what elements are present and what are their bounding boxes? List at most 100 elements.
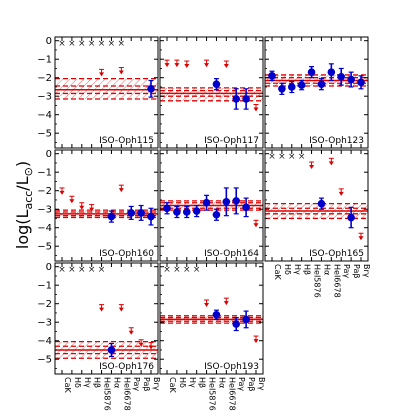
y-tick-label: −3 bbox=[37, 92, 52, 103]
uncertainty-band bbox=[55, 78, 158, 99]
nondetection-mark: × bbox=[78, 265, 86, 275]
upper-limit-arrow bbox=[309, 165, 315, 170]
x-tick-label: HeI5876 bbox=[208, 377, 217, 411]
nondetection-mark: × bbox=[118, 39, 126, 49]
x-tick-label: Paγ bbox=[132, 377, 141, 391]
y-tick-label: −1 bbox=[37, 168, 52, 179]
data-point bbox=[212, 210, 221, 219]
upper-limit-arrow bbox=[184, 64, 190, 69]
panel-iso-oph164: ISO-Oph164 bbox=[159, 149, 264, 262]
panel-label: ISO-Oph176 bbox=[99, 362, 154, 372]
x-tick-label: Brγ bbox=[152, 377, 161, 391]
data-point bbox=[232, 320, 241, 328]
nondetection-mark: × bbox=[78, 39, 86, 49]
data-point bbox=[212, 311, 221, 319]
x-tick-label: HeI5876 bbox=[103, 377, 112, 411]
data-point bbox=[232, 197, 241, 205]
nondetection-mark: × bbox=[58, 265, 66, 275]
data-point bbox=[192, 207, 201, 215]
data-point bbox=[107, 212, 116, 221]
y-tick-label: 0 bbox=[46, 36, 52, 47]
y-tick-label: −5 bbox=[37, 355, 52, 366]
x-tick-label: Hγ bbox=[293, 264, 302, 275]
panel-frame bbox=[159, 262, 264, 375]
y-tick-label: −4 bbox=[37, 223, 52, 234]
data-point bbox=[347, 213, 355, 222]
upper-limit-arrow bbox=[223, 64, 229, 69]
nondetection-mark: × bbox=[163, 265, 171, 275]
panel-frame bbox=[264, 149, 369, 262]
nondetection-mark: × bbox=[278, 152, 286, 162]
data-point bbox=[107, 346, 116, 354]
data-point bbox=[268, 72, 276, 80]
upper-limit-arrow bbox=[59, 190, 65, 195]
x-tick-label: Brγ bbox=[362, 264, 371, 278]
panel-grid: 0−1−2−3−4−5× × × × × × ×ISO-Oph115 ISO-Oph117 IS… bbox=[37, 36, 371, 410]
panel-frame bbox=[264, 36, 369, 149]
upper-limit-arrow bbox=[174, 63, 180, 68]
y-tick-label: −4 bbox=[37, 110, 52, 121]
nondetection-mark: × bbox=[68, 265, 76, 275]
y-tick-label: −1 bbox=[37, 55, 52, 66]
panel-label: ISO-Oph164 bbox=[204, 249, 259, 259]
panel-frame bbox=[54, 262, 159, 375]
panel-iso-oph115: 0−1−2−3−4−5× × × × × × ×ISO-Oph115 bbox=[37, 36, 159, 149]
panel-label: ISO-Oph115 bbox=[99, 136, 154, 146]
x-tick-label: Paβ bbox=[142, 377, 151, 391]
nondetection-mark: × bbox=[108, 39, 116, 49]
data-point bbox=[212, 80, 221, 88]
upper-limit-arrow bbox=[118, 188, 124, 193]
x-tick-label: Hβ bbox=[303, 264, 312, 275]
x-tick-label: Hδ bbox=[283, 264, 292, 275]
y-tick-label: −2 bbox=[37, 299, 52, 310]
nondetection-mark: × bbox=[298, 152, 306, 162]
y-tick-label: 0 bbox=[46, 262, 52, 273]
panel-frame bbox=[54, 149, 159, 262]
data-point bbox=[242, 95, 250, 103]
nondetection-mark: × bbox=[98, 39, 106, 49]
x-tick-label: Hγ bbox=[83, 377, 92, 388]
panel-iso-oph117: ISO-Oph117 bbox=[159, 36, 264, 149]
nondetection-mark: × bbox=[183, 265, 191, 275]
data-point bbox=[163, 204, 171, 213]
upper-limit-arrow bbox=[253, 339, 259, 344]
upper-limit-arrow bbox=[204, 303, 210, 307]
data-point bbox=[347, 75, 355, 84]
data-point bbox=[317, 199, 326, 208]
x-tick-label: Hβ bbox=[198, 377, 207, 388]
x-tick-label: Brγ bbox=[257, 377, 266, 391]
x-tick-label: Paγ bbox=[342, 264, 351, 278]
panel-frame bbox=[159, 36, 264, 149]
nondetection-mark: × bbox=[268, 152, 276, 162]
data-point bbox=[173, 208, 181, 216]
data-point bbox=[137, 209, 145, 217]
x-tick-label: HeI6678 bbox=[227, 377, 236, 411]
x-tick-label: HeI5876 bbox=[313, 264, 322, 298]
panel-label: ISO-Oph160 bbox=[99, 249, 154, 259]
data-point bbox=[202, 198, 211, 207]
y-tick-label: −3 bbox=[37, 205, 52, 216]
nondetection-mark: × bbox=[288, 152, 296, 162]
x-tick-label: Hβ bbox=[93, 377, 102, 388]
upper-limit-arrow bbox=[223, 301, 229, 306]
data-point bbox=[147, 212, 155, 221]
x-tick-label: CaK bbox=[273, 264, 282, 280]
y-tick-label: −3 bbox=[37, 318, 52, 329]
data-point bbox=[357, 78, 365, 87]
data-point bbox=[232, 95, 241, 103]
upper-limit-arrow bbox=[79, 205, 85, 210]
y-tick-label: −5 bbox=[37, 129, 52, 140]
data-point bbox=[287, 83, 296, 91]
data-point bbox=[317, 80, 326, 88]
panel-iso-oph123: ISO-Oph123 bbox=[264, 36, 369, 149]
panel-label: ISO-Oph123 bbox=[309, 136, 364, 146]
x-tick-label: CaK bbox=[168, 377, 177, 393]
upper-limit-arrow bbox=[138, 342, 144, 347]
data-point bbox=[242, 315, 250, 324]
upper-limit-arrow bbox=[128, 330, 134, 335]
upper-limit-arrow bbox=[99, 72, 105, 77]
upper-limit-arrow bbox=[148, 345, 154, 350]
